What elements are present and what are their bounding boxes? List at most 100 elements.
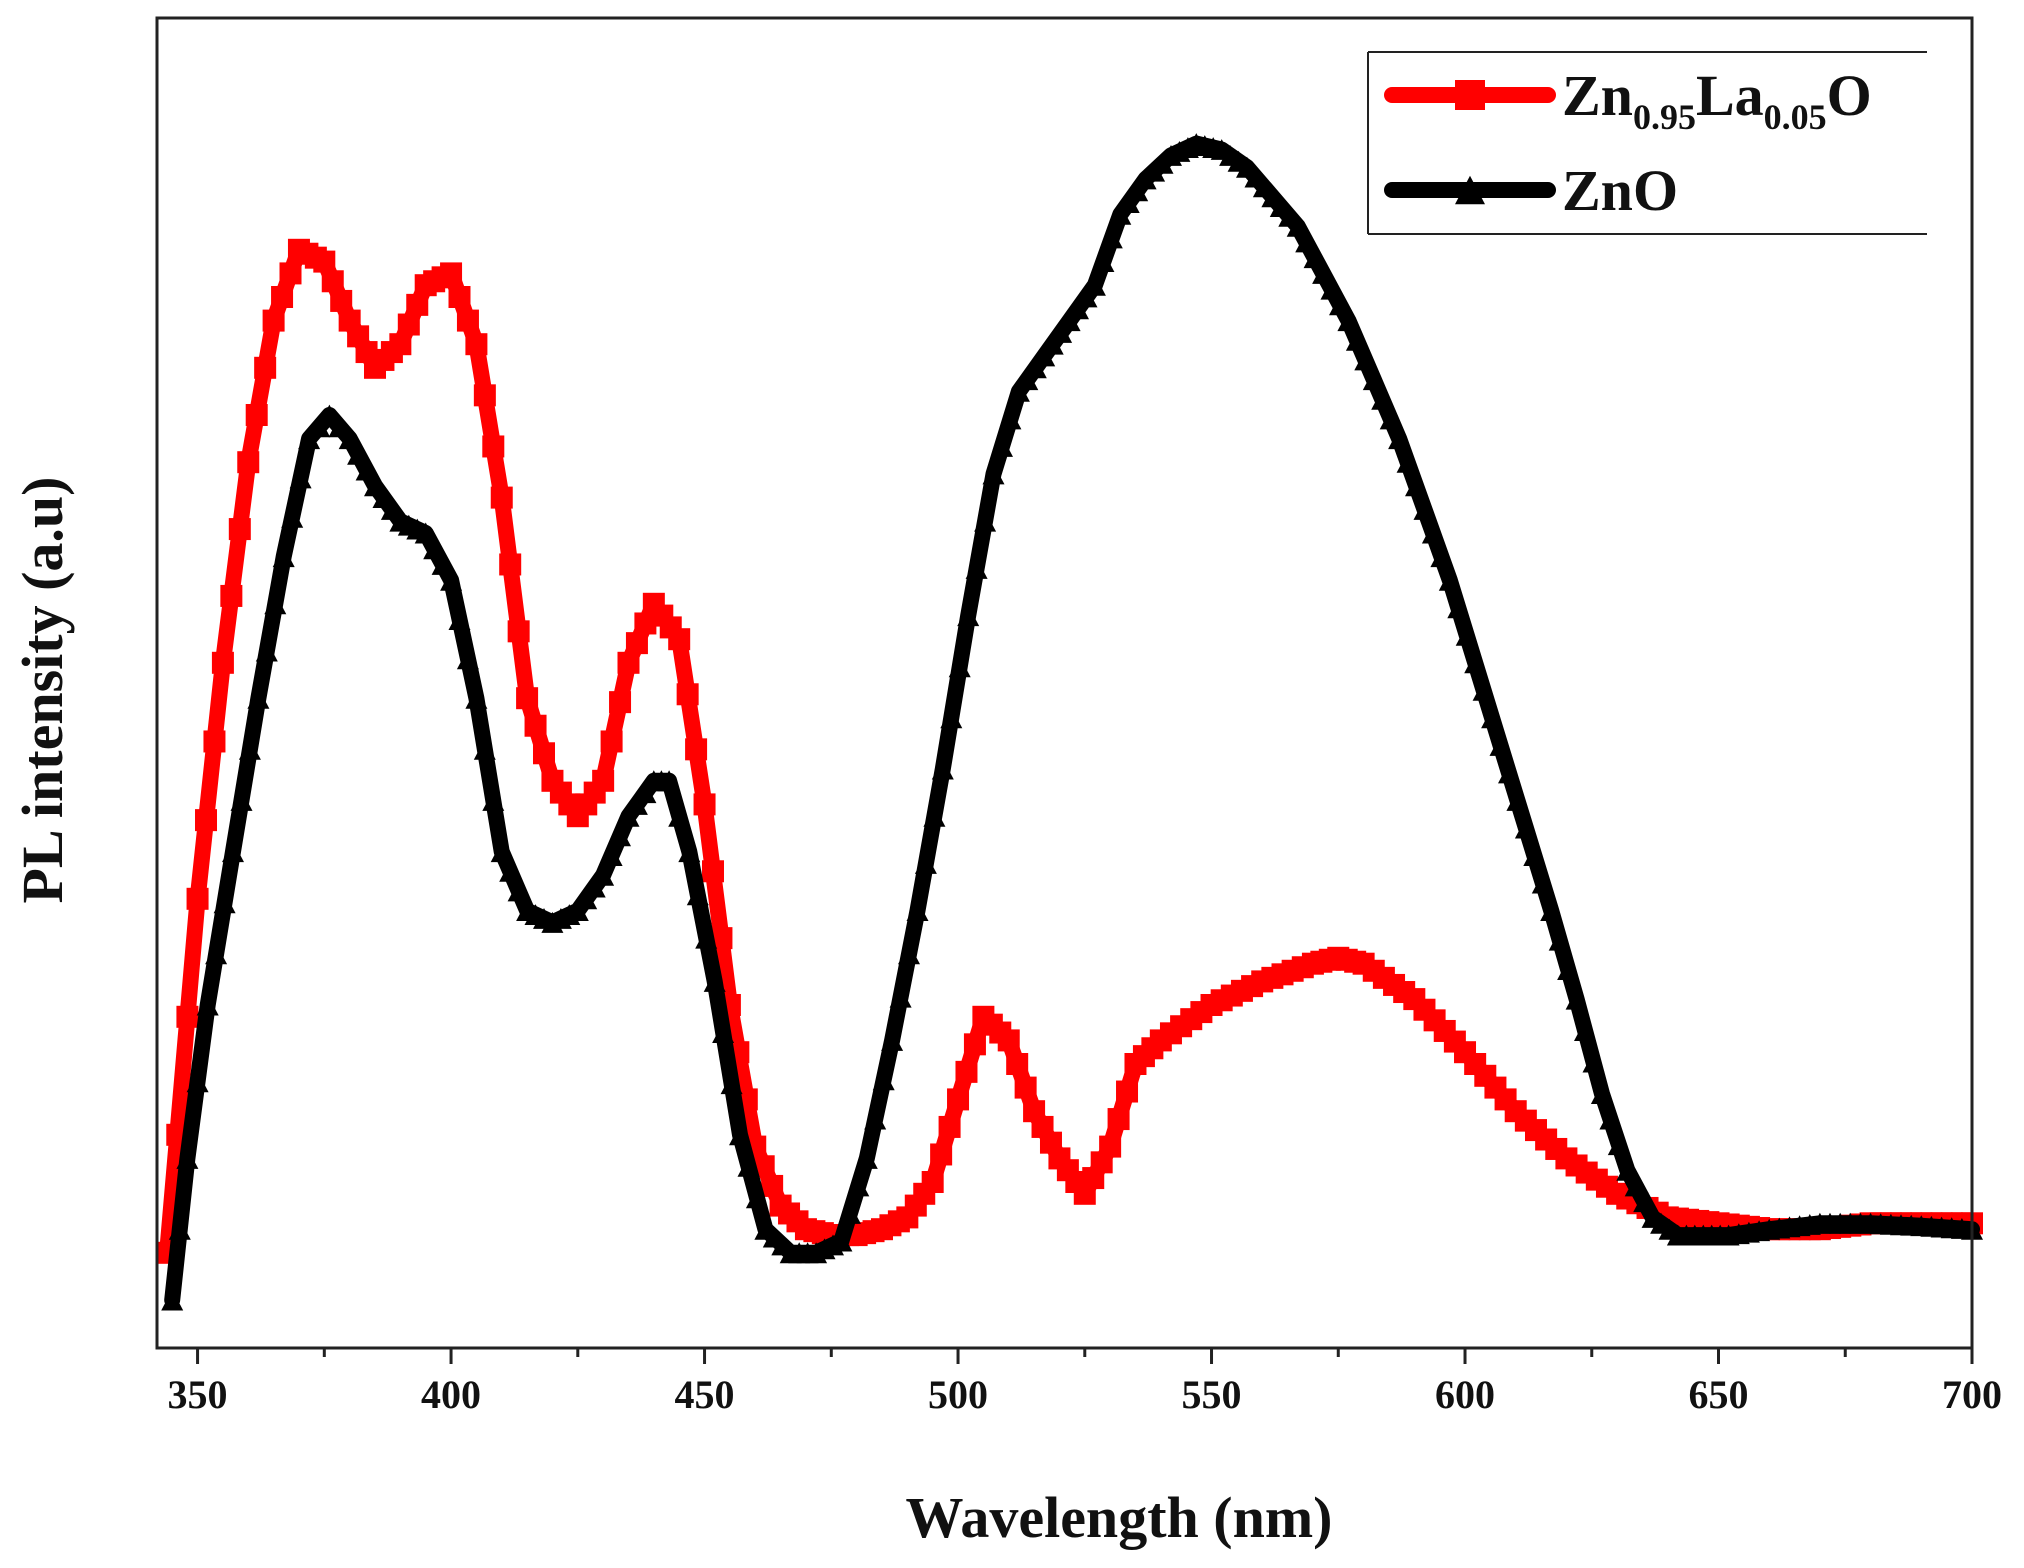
marker-zno xyxy=(176,1148,199,1169)
marker-zno xyxy=(686,884,709,906)
marker-zn-la-o xyxy=(245,404,268,426)
marker-zno xyxy=(272,546,295,568)
marker-zno xyxy=(213,892,236,914)
x-tick-label: 650 xyxy=(1689,1372,1749,1417)
marker-zno xyxy=(1075,286,1098,308)
marker-zno xyxy=(609,825,631,847)
marker-zn-la-o xyxy=(997,1029,1020,1052)
series-layer xyxy=(156,133,1983,1311)
legend-label-zno: ZnO xyxy=(1562,158,1678,223)
marker-zno xyxy=(855,1148,878,1169)
marker-zn-la-o xyxy=(592,769,615,792)
marker-zno xyxy=(1472,679,1495,701)
marker-zno xyxy=(703,970,726,992)
x-tick-label: 700 xyxy=(1942,1372,2002,1417)
marker-zno xyxy=(318,404,341,426)
marker-zno xyxy=(289,467,312,489)
marker-zno xyxy=(658,770,681,792)
marker-zno xyxy=(238,738,261,760)
x-axis: 350 400 450 500 550 600 650 700 xyxy=(168,1348,2002,1417)
marker-zno xyxy=(914,852,937,874)
marker-zno xyxy=(1329,294,1351,316)
marker-zno xyxy=(668,805,691,827)
marker-zno xyxy=(923,805,946,827)
marker-zno xyxy=(1007,380,1030,402)
marker-zno xyxy=(448,609,471,630)
marker-zn-la-o xyxy=(963,1033,986,1056)
marker-zno xyxy=(1633,1191,1656,1213)
marker-zno xyxy=(931,758,954,780)
marker-zno xyxy=(499,860,522,882)
marker-zno xyxy=(1354,349,1377,371)
marker-zno xyxy=(1016,369,1039,391)
marker-zno xyxy=(1438,569,1461,591)
marker-zno xyxy=(1041,333,1064,355)
marker-zn-la-o xyxy=(507,620,530,643)
marker-zno xyxy=(957,605,980,627)
marker-zno xyxy=(338,428,361,450)
marker-zno xyxy=(440,569,463,591)
marker-zn-la-o xyxy=(397,313,420,336)
marker-zn-la-o xyxy=(1006,1053,1029,1075)
marker-zn-la-o xyxy=(921,1171,944,1193)
marker-zno xyxy=(600,845,623,866)
marker-zno xyxy=(1590,1083,1613,1104)
marker-zno xyxy=(1092,251,1115,272)
marker-zno xyxy=(1531,872,1554,894)
marker-zno xyxy=(1100,227,1123,249)
marker-zno xyxy=(720,1073,743,1095)
marker-zn-la-o xyxy=(440,262,463,285)
marker-zno xyxy=(745,1187,768,1209)
marker-zn-la-o xyxy=(516,687,539,710)
marker-zn-la-o xyxy=(625,632,648,655)
marker-zn-la-o xyxy=(211,651,234,674)
marker-zno xyxy=(1083,274,1106,296)
marker-zno xyxy=(1303,247,1326,269)
marker-zno xyxy=(634,782,657,804)
marker-zn-la-o xyxy=(228,518,251,541)
marker-zno xyxy=(1345,329,1368,351)
marker-zn-la-o xyxy=(955,1060,978,1083)
marker-zn-la-o xyxy=(1099,1135,1122,1158)
marker-zno xyxy=(247,687,270,709)
marker-zn-la-o xyxy=(938,1115,961,1138)
marker-zno xyxy=(298,428,321,450)
marker-zno xyxy=(281,506,304,528)
marker-zno xyxy=(583,876,606,898)
marker-zno xyxy=(1033,345,1056,367)
marker-zno xyxy=(1523,845,1546,866)
marker-zno xyxy=(1514,817,1537,839)
marker-zno xyxy=(737,1155,760,1177)
x-tick-label: 600 xyxy=(1435,1372,1495,1417)
marker-zno xyxy=(999,408,1022,430)
marker-zn-la-o xyxy=(203,730,226,753)
marker-zno xyxy=(617,805,640,827)
marker-zno xyxy=(965,557,988,579)
marker-zn-la-o xyxy=(313,250,336,273)
marker-zn-la-o xyxy=(524,714,547,737)
legend-label-part: ZnO xyxy=(1562,158,1678,223)
legend: Zn0.95La0.05O ZnO xyxy=(1367,51,1927,235)
marker-zno xyxy=(507,880,530,902)
marker-zno xyxy=(1295,231,1318,253)
marker-zno xyxy=(1362,369,1385,391)
marker-zn-la-o xyxy=(761,1174,784,1197)
y-axis-title: PL intensity (a.u) xyxy=(10,477,75,904)
marker-zno xyxy=(1109,203,1132,225)
marker-zno xyxy=(695,927,718,949)
legend-entry-zn-la-o: Zn0.95La0.05O xyxy=(1384,63,1872,137)
marker-zno xyxy=(1582,1051,1605,1073)
marker-zno xyxy=(625,794,648,815)
marker-zno xyxy=(1024,357,1047,379)
marker-zn-la-o xyxy=(406,293,429,316)
marker-zno xyxy=(847,1175,870,1197)
marker-zn-la-o xyxy=(321,270,344,293)
marker-zno xyxy=(423,538,446,560)
marker-zn-la-o xyxy=(600,730,623,753)
marker-zno xyxy=(431,554,454,575)
marker-zno xyxy=(1388,428,1411,450)
marker-zn-la-o xyxy=(609,691,632,714)
marker-zn-la-o xyxy=(262,309,285,332)
marker-zno xyxy=(380,498,403,520)
